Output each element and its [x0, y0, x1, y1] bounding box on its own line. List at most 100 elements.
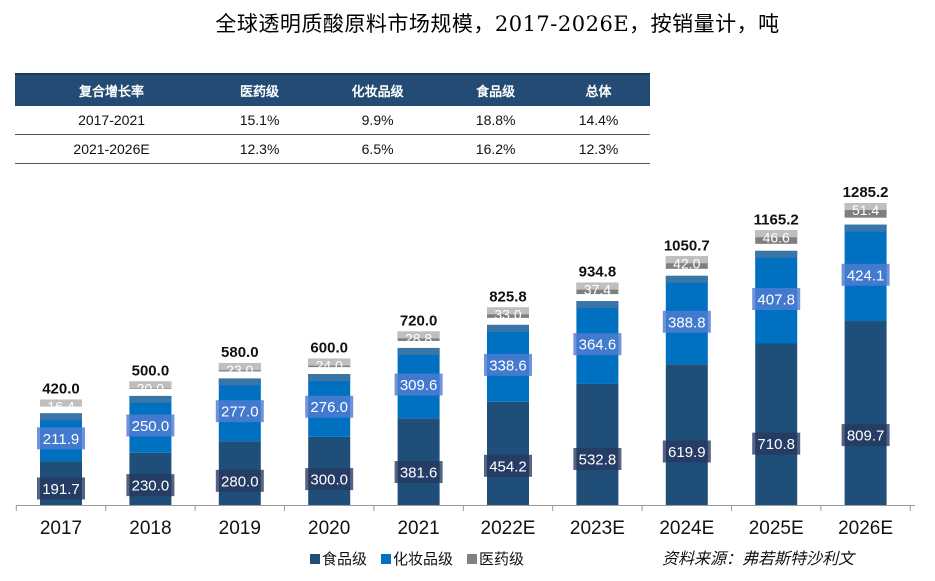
data-label-total: 1285.2	[843, 184, 889, 201]
data-label-cosmetic: 211.9	[43, 431, 79, 448]
data-label-pharma: 51.4	[852, 202, 879, 218]
data-label-pharma: 16.4	[47, 399, 74, 415]
legend-swatch-cosmetic	[381, 553, 392, 564]
data-label-total: 500.0	[132, 362, 170, 379]
data-label-total: 825.8	[489, 288, 527, 305]
legend-swatch-pharma	[467, 553, 478, 564]
data-label-cosmetic: 364.6	[579, 337, 617, 354]
data-label-pharma: 28.8	[405, 330, 432, 346]
data-label-pharma: 42.0	[673, 255, 700, 271]
legend-item-food: 食品级	[310, 548, 367, 569]
data-label-total: 420.0	[42, 381, 80, 398]
x-tick-label: 2017	[40, 518, 82, 539]
bar-segment-cosmetic-band	[218, 378, 261, 386]
data-label-cosmetic-box	[662, 310, 711, 333]
data-label-cosmetic-box	[215, 400, 264, 423]
cagr-header-cell: 医药级	[208, 73, 311, 106]
cagr-cell: 18.8%	[444, 106, 548, 135]
bar-segment-cosmetic-band	[665, 275, 708, 283]
bar-segment-pharma-cap	[665, 256, 708, 264]
x-tick-label: 2019	[219, 518, 261, 539]
data-label-cosmetic: 388.8	[668, 314, 706, 331]
data-label-pharma: 46.6	[763, 229, 790, 245]
bar-segment-pharma-cap	[40, 399, 82, 407]
data-label-pharma: 33.0	[494, 306, 521, 322]
x-tick-label: 2021	[397, 518, 439, 539]
cagr-cell: 2017-2021	[15, 106, 209, 135]
data-label-food-box	[662, 440, 711, 463]
bar-segment-cosmetic-band	[397, 347, 440, 355]
chart-title: 全球透明质酸原料市场规模，2017-2026E，按销量计，吨	[215, 12, 780, 36]
data-label-food-box	[752, 432, 801, 455]
data-label-food: 809.7	[847, 428, 885, 445]
legend-label-food: 食品级	[322, 550, 368, 568]
data-label-food: 381.6	[400, 465, 438, 482]
data-label-food: 710.8	[757, 436, 795, 453]
legend-label-cosmetic: 化妆品级	[393, 550, 454, 568]
data-label-total: 600.0	[310, 340, 348, 357]
data-label-food: 230.0	[132, 478, 170, 495]
data-label-cosmetic-box	[752, 288, 801, 311]
source-note: 资料来源：弗若斯特沙利文	[662, 549, 855, 568]
data-label-food-box	[484, 454, 532, 477]
data-label-food-box	[305, 468, 354, 491]
bar-segment-cosmetic-band	[308, 374, 351, 382]
data-label-total: 1165.2	[754, 211, 799, 228]
bar-segment-cosmetic-band	[129, 395, 172, 403]
data-label-food-box	[573, 447, 622, 470]
data-label-cosmetic: 309.6	[400, 377, 438, 394]
x-tick-label: 2024E	[659, 518, 714, 539]
data-label-food-box	[841, 424, 890, 447]
bar-segment-food	[755, 343, 798, 505]
bar-segment-pharma-cap	[308, 358, 351, 366]
chart-legend: 食品级 化妆品级 医药级	[310, 548, 524, 569]
x-tick-label: 2020	[308, 518, 350, 539]
bar-segment-cosmetic-band	[40, 413, 82, 421]
data-label-pharma: 24.0	[316, 358, 343, 374]
data-label-cosmetic-box	[484, 353, 532, 376]
bar-segment-pharma-cap	[576, 282, 619, 290]
bar-segment-pharma-cap	[397, 331, 440, 339]
legend-swatch-food	[310, 553, 320, 564]
cagr-row: 2017-2021 15.1% 9.9% 18.8% 14.4%	[15, 106, 650, 135]
data-label-food: 300.0	[310, 472, 348, 489]
data-label-food: 619.9	[668, 444, 706, 461]
data-label-cosmetic: 338.6	[489, 357, 527, 374]
data-label-pharma: 37.4	[584, 282, 611, 298]
data-label-total: 580.0	[221, 344, 259, 361]
cagr-cell: 2021-2026E	[15, 134, 209, 164]
data-label-cosmetic: 277.0	[221, 404, 259, 421]
data-label-food-box	[126, 474, 175, 497]
bar-segment-pharma-cap	[129, 381, 172, 389]
data-label-pharma: 23.0	[226, 362, 253, 378]
cagr-cell: 15.1%	[208, 106, 311, 135]
bar-segment-food	[487, 401, 529, 505]
bar-segment-food	[844, 321, 887, 505]
cagr-header-cell: 复合增长率	[15, 73, 209, 106]
cagr-cell: 12.3%	[547, 134, 650, 164]
cagr-cell: 9.9%	[310, 106, 445, 135]
x-tick-label: 2018	[129, 518, 171, 539]
data-label-total: 720.0	[400, 312, 438, 329]
data-label-food: 454.2	[489, 458, 527, 475]
cagr-cell: 16.2%	[444, 134, 548, 164]
cagr-cell: 6.5%	[310, 134, 445, 164]
bar-segment-cosmetic-band	[844, 224, 887, 232]
cagr-row: 2021-2026E 12.3% 6.5% 16.2% 12.3%	[15, 134, 650, 164]
bar-segment-cosmetic-band	[576, 301, 619, 309]
data-label-cosmetic: 407.8	[757, 292, 795, 309]
legend-label-pharma: 医药级	[479, 550, 525, 568]
cagr-header-row: 复合增长率 医药级 化妆品级 食品级 总体	[15, 73, 650, 106]
cagr-header-cell: 总体	[547, 73, 650, 106]
data-label-cosmetic-box	[305, 395, 354, 418]
x-tick-label: 2022E	[481, 518, 536, 539]
bar-segment-food	[665, 364, 708, 505]
data-label-food: 532.8	[579, 451, 617, 468]
data-label-food-box	[394, 461, 443, 484]
data-label-cosmetic-box	[573, 333, 622, 356]
data-label-food: 191.7	[42, 481, 80, 498]
x-tick-label: 2026E	[838, 518, 893, 539]
data-label-total: 1050.7	[664, 237, 710, 254]
data-label-cosmetic-box	[37, 427, 85, 450]
